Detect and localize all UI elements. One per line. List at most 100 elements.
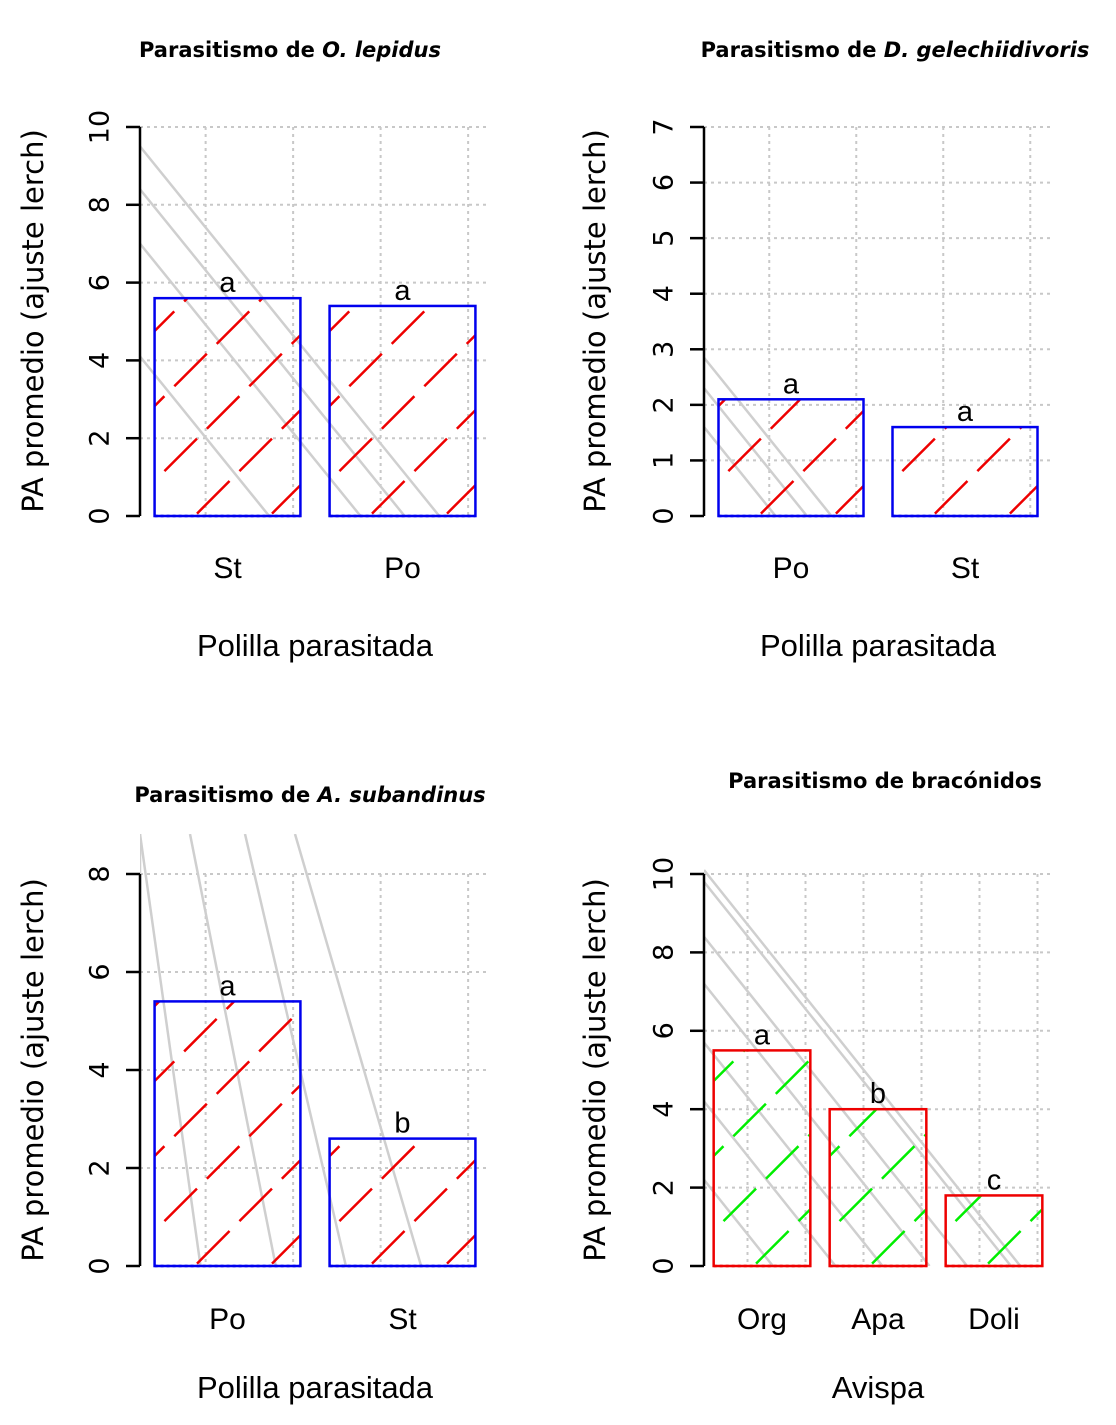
hatch-line (305, 806, 805, 1306)
hatch-line (830, 806, 1116, 1306)
y-tick-label: 4 (85, 1061, 116, 1078)
bar-hatch (154, 56, 1116, 556)
chart-title: Parasitismo de O. lepidus (139, 38, 441, 62)
x-axis-label: Polilla parasitada (760, 628, 997, 663)
y-tick-label: 0 (649, 1257, 680, 1274)
hatch-line (939, 806, 1116, 1306)
bar-hatch (154, 806, 1116, 1306)
hatch-line (480, 806, 980, 1306)
diagonal-line (140, 188, 406, 516)
significance-letter: a (783, 368, 800, 400)
x-tick-label: Org (737, 1303, 787, 1336)
y-tick-label: 4 (85, 352, 116, 369)
significance-letter: a (754, 1019, 771, 1051)
bar-hatch (68, 56, 1116, 556)
hatch-line (944, 56, 1116, 556)
chart-panel-3: a Po b St 0 2 4 6 8 PA promedio (ajuste lerch) Pol… (0, 783, 1116, 1405)
hatch-line (1055, 56, 1116, 556)
y-tick-label: 10 (649, 857, 680, 891)
y-tick-label: 6 (85, 274, 116, 291)
diagonal-line (704, 1041, 884, 1266)
hatch-line (5, 806, 505, 1306)
hatch-line (1094, 56, 1116, 556)
y-axis-label: PA promedio (ajuste lerch) (16, 878, 50, 1262)
bar-hatch (0, 806, 1116, 1306)
hatch-line (630, 56, 1116, 556)
y-tick-label: 1 (649, 452, 680, 469)
y-tick-label: 6 (85, 963, 116, 980)
diagonal-line (293, 834, 423, 1266)
chart-panel-4: a Org b Apa c Doli 0 2 4 6 8 10 PA promedio (ajuste … (0, 769, 1116, 1405)
hatch-line (980, 806, 1116, 1306)
chart-panel-2: a Po a St 0 1 2 3 4 5 6 7 PA promedio (ajuste lerch)… (68, 38, 1116, 663)
hatch-line (680, 56, 1116, 556)
diagonal-line (140, 834, 202, 1266)
hatch-line (1019, 56, 1116, 556)
hatch-line (114, 806, 614, 1306)
hatch-line (189, 806, 689, 1306)
hatch-line (271, 806, 771, 1306)
hatch-line (718, 399, 727, 408)
x-axis-label: Polilla parasitada (197, 1370, 434, 1405)
hatch-line (713, 1132, 811, 1233)
bar-hatch (718, 56, 1116, 556)
hatch-line (830, 56, 1116, 556)
hatch-line (855, 56, 1116, 556)
hatch-line (1080, 806, 1116, 1306)
hatch-line (480, 56, 980, 556)
hatch-line (0, 806, 5, 1306)
hatch-line (196, 806, 696, 1306)
y-tick-label: 8 (85, 865, 116, 882)
hatch-line (1014, 806, 1116, 1306)
hatch-line (713, 1050, 747, 1083)
diagonal-line (188, 834, 278, 1266)
hatch-line (705, 806, 1116, 1306)
background-diagonals (704, 869, 1022, 1266)
diagonal-line (704, 1100, 837, 1266)
y-tick-label: 4 (649, 1101, 680, 1118)
bar-hatch (5, 806, 927, 1306)
hatch-line (930, 806, 1116, 1306)
diagonal-line (704, 387, 808, 516)
hatch-line (1005, 806, 1116, 1306)
hatch-line (743, 56, 1116, 556)
x-tick-label: Doli (968, 1303, 1020, 1336)
bar-hatch (0, 806, 1116, 1306)
x-tick-label: Po (773, 552, 810, 585)
significance-letter: a (957, 396, 974, 428)
y-tick-label: 2 (649, 1179, 680, 1196)
y-tick-label: 5 (649, 230, 680, 247)
diagonal-line (704, 982, 931, 1266)
x-axis-label: Polilla parasitada (197, 628, 434, 663)
y-tick-label: 2 (85, 430, 116, 447)
hatch-line (983, 1207, 1043, 1266)
significance-letter: b (870, 1078, 886, 1110)
hatch-line (0, 806, 464, 1306)
y-axis-label: PA promedio (ajuste lerch) (578, 878, 612, 1262)
hatch-line (930, 427, 1024, 517)
hatch-line (154, 1001, 236, 1083)
hatch-line (751, 1207, 811, 1267)
chart-title: Parasitismo de bracónidos (728, 769, 1042, 793)
hatch-line (571, 806, 1071, 1306)
diagonal-line (704, 869, 1022, 1266)
x-tick-label: Po (209, 1303, 246, 1336)
hatch-line (1080, 56, 1116, 556)
diagonal-line (704, 1178, 774, 1266)
hatch-line (68, 56, 568, 556)
hatch-line (0, 806, 455, 1306)
bar-hatch (0, 56, 1116, 556)
hatch-line (0, 56, 5, 556)
diagonal-line (704, 935, 969, 1266)
y-tick-label: 6 (649, 1022, 680, 1039)
y-tick-label: 2 (85, 1159, 116, 1176)
bar-St (891, 425, 1039, 518)
x-axis-label: Avispa (832, 1370, 925, 1405)
x-tick-label: Apa (851, 1303, 905, 1336)
hatch-line (721, 806, 1116, 1306)
hatch-line (755, 56, 1116, 556)
hatch-line (705, 56, 1116, 556)
y-tick-label: 0 (85, 507, 116, 524)
